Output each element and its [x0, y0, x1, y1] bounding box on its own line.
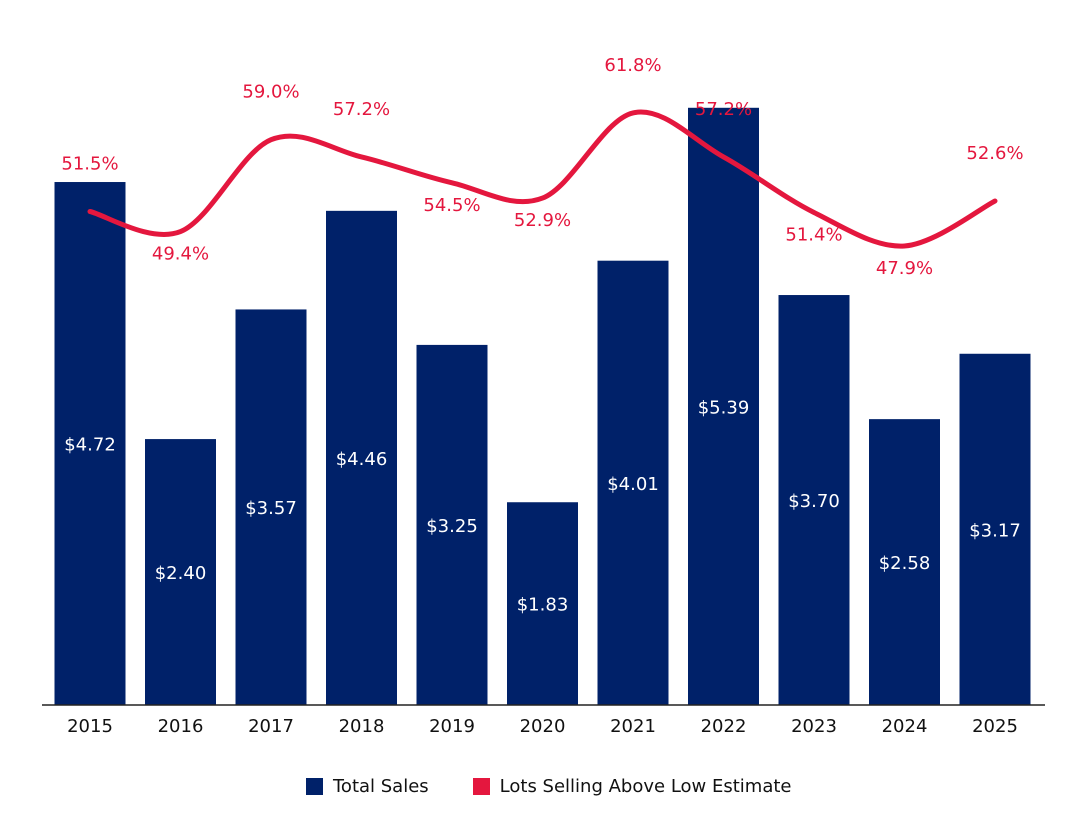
x-tick-2018: 2018: [339, 716, 385, 737]
bar-label-2017: $3.57: [245, 498, 297, 519]
line-label-2025: 52.6%: [966, 143, 1023, 164]
line-lots-selling: [87, 109, 998, 249]
legend-label: Total Sales: [333, 776, 429, 797]
bar-label-2024: $2.58: [879, 553, 931, 574]
legend-label: Lots Selling Above Low Estimate: [499, 776, 792, 797]
legend: Total Sales Lots Selling Above Low Estim…: [306, 776, 836, 797]
x-tick-2017: 2017: [248, 716, 294, 737]
bar-2025: [959, 353, 1031, 705]
x-tick-2016: 2016: [158, 716, 204, 737]
line-label-2015: 51.5%: [61, 154, 118, 175]
line-label-2024: 47.9%: [876, 258, 933, 279]
x-tick-2021: 2021: [610, 716, 656, 737]
bar-2017: [235, 309, 307, 705]
bar-label-2021: $4.01: [607, 474, 659, 495]
bar-2020: [507, 502, 578, 705]
bar-label-2023: $3.70: [788, 491, 840, 512]
legend-swatch-lots-selling: [472, 778, 490, 795]
line-label-2016: 49.4%: [152, 244, 209, 265]
bar-label-2016: $2.40: [155, 563, 207, 584]
bar-label-2018: $4.46: [336, 449, 388, 470]
x-tick-2024: 2024: [882, 716, 928, 737]
legend-item-total-sales: Total Sales: [306, 776, 429, 797]
line-label-2022: 57.2%: [695, 99, 752, 120]
bar-2022: [688, 107, 759, 705]
x-tick-2019: 2019: [429, 716, 475, 737]
x-tick-2022: 2022: [701, 716, 747, 737]
x-tick-2025: 2025: [972, 716, 1018, 737]
bar-label-2025: $3.17: [969, 520, 1021, 541]
legend-swatch-total-sales: [306, 778, 323, 795]
bar-label-2019: $3.25: [426, 516, 478, 537]
bar-label-2022: $5.39: [698, 397, 750, 418]
bar-2016: [145, 439, 216, 705]
line-label-2018: 57.2%: [333, 99, 390, 120]
bar-label-2015: $4.72: [64, 435, 116, 456]
bar-2018: [326, 210, 397, 705]
x-tick-2023: 2023: [791, 716, 837, 737]
legend-item-lots-selling: Lots Selling Above Low Estimate: [472, 776, 792, 797]
x-tick-2015: 2015: [67, 716, 113, 737]
bar-2019: [416, 344, 488, 705]
line-label-2023: 51.4%: [785, 224, 842, 245]
line-label-2019: 54.5%: [423, 195, 480, 216]
bar-2024: [869, 419, 940, 705]
bar-2021: [597, 260, 669, 705]
bar-2023: [778, 295, 850, 705]
bar-2015: [54, 182, 126, 706]
line-label-2017: 59.0%: [242, 82, 299, 103]
bar-label-2020: $1.83: [517, 595, 569, 616]
line-label-2021: 61.8%: [604, 55, 661, 76]
line-label-2020: 52.9%: [514, 210, 571, 231]
x-tick-2020: 2020: [520, 716, 566, 737]
